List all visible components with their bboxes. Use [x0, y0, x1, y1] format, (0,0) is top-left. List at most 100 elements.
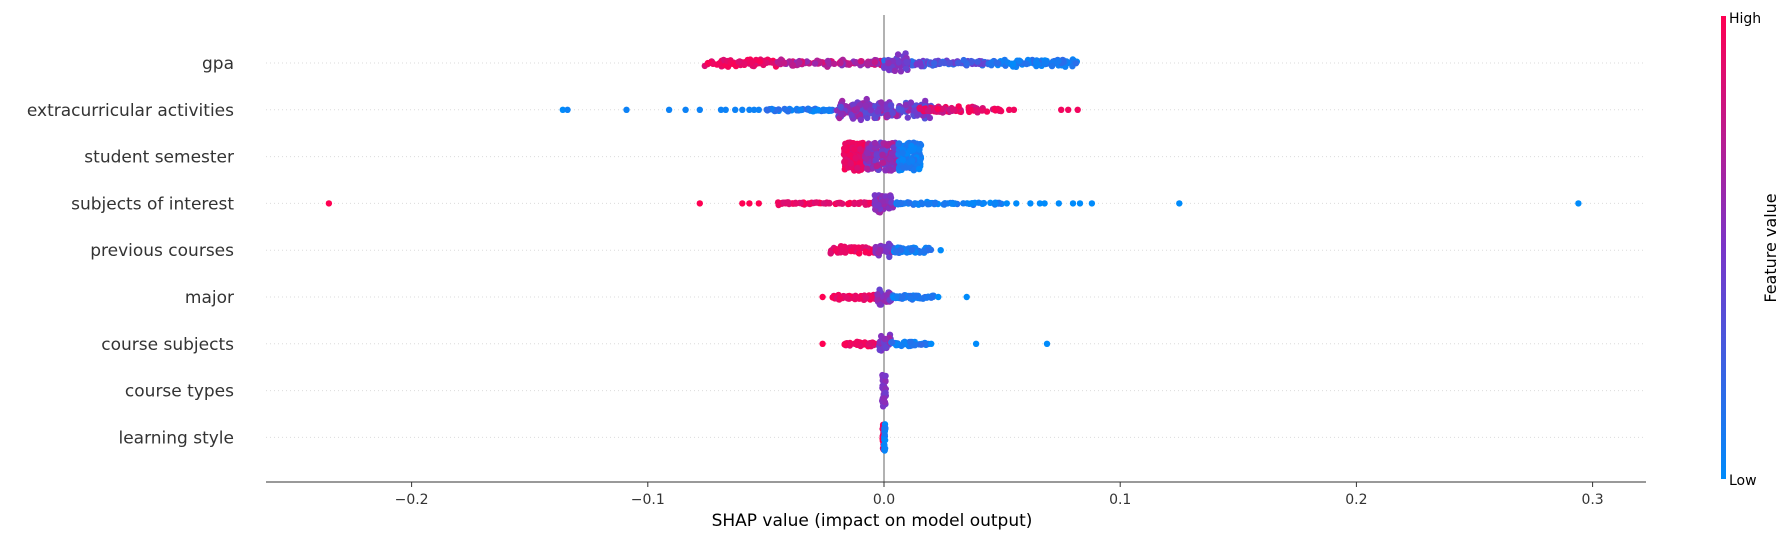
shap-point: [911, 293, 919, 300]
shap-point: [954, 59, 962, 67]
x-tick-label: 0.0: [873, 492, 895, 508]
shap-point: [871, 192, 878, 199]
shap-point: [843, 294, 850, 301]
shap-point: [915, 110, 922, 118]
shap-point: [894, 51, 902, 58]
shap-point: [842, 249, 849, 256]
feature-label: extracurricular activities: [27, 101, 234, 121]
shap-point: [924, 107, 932, 115]
shap-point: [831, 60, 838, 67]
shap-point: [923, 294, 930, 301]
shap-point: [913, 61, 920, 68]
shap-point: [881, 436, 888, 444]
shap-point: [848, 111, 855, 119]
shap-point: [899, 156, 906, 163]
shap-point: [849, 101, 857, 108]
shap-point: [922, 97, 929, 105]
feature-label: learning style: [118, 428, 234, 448]
shap-point: [856, 145, 864, 153]
shap-point: [978, 107, 986, 114]
shap-point: [884, 111, 892, 119]
shap-point: [755, 106, 762, 114]
shap-point: [882, 167, 889, 174]
shap-point: [911, 200, 919, 207]
shap-point: [946, 59, 953, 67]
shap-point: [871, 197, 879, 204]
shap-point: [803, 58, 811, 65]
shap-point: [739, 200, 746, 207]
shap-point: [704, 59, 711, 67]
shap-point: [851, 146, 858, 153]
shap-point: [797, 199, 804, 207]
shap-point: [902, 65, 910, 72]
shap-point: [863, 165, 871, 172]
shap-point: [881, 335, 888, 343]
shap-point: [1023, 60, 1030, 68]
shap-point: [1055, 57, 1062, 65]
shap-point: [996, 106, 1003, 114]
shap-point: [879, 159, 887, 166]
shap-point: [993, 59, 1000, 66]
shap-point: [879, 151, 886, 158]
shap-point: [857, 58, 865, 65]
shap-point: [790, 61, 797, 69]
shap-point: [1027, 200, 1034, 207]
shap-point: [894, 200, 901, 207]
shap-point: [960, 200, 967, 207]
shap-point: [911, 166, 918, 173]
shap-point: [853, 105, 860, 113]
shap-point: [935, 293, 942, 301]
shap-point: [756, 58, 764, 65]
x-tick-label: −0.1: [631, 492, 665, 508]
shap-point: [865, 341, 872, 348]
shap-point: [899, 293, 906, 300]
shap-point: [926, 114, 934, 122]
shap-point: [847, 247, 855, 255]
shap-point: [918, 341, 925, 348]
shap-point: [846, 151, 854, 159]
shap-point: [739, 106, 746, 114]
shap-point: [1041, 60, 1048, 67]
shap-point: [876, 246, 884, 253]
shap-point: [1010, 60, 1017, 68]
shap-point: [709, 60, 717, 67]
x-tick-label: −0.2: [395, 492, 429, 508]
shap-point: [882, 372, 889, 380]
shap-point: [836, 295, 844, 302]
shap-point: [911, 107, 918, 114]
shap-point: [1575, 200, 1582, 207]
shap-point: [934, 105, 941, 113]
shap-point: [941, 201, 948, 208]
shap-point: [898, 342, 905, 350]
shap-point: [867, 107, 874, 114]
shap-point: [874, 296, 881, 303]
shap-point: [785, 199, 792, 206]
colorbar-gradient: [1721, 16, 1726, 479]
shap-point: [975, 199, 982, 206]
shap-point: [916, 165, 923, 173]
shap-point: [1041, 200, 1048, 207]
shap-point: [1013, 200, 1020, 207]
shap-point: [826, 106, 833, 113]
shap-point: [842, 145, 849, 152]
shap-point: [890, 144, 897, 151]
shap-point: [1176, 200, 1183, 207]
shap-point: [891, 67, 899, 75]
shap-point: [821, 106, 828, 114]
colorbar-title: Feature value: [1761, 193, 1780, 302]
shap-point: [907, 99, 915, 106]
shap-point: [796, 59, 803, 66]
shap-point: [871, 139, 879, 147]
shap-point: [919, 200, 926, 208]
shap-point: [715, 60, 723, 67]
shap-point: [841, 340, 849, 348]
shap-point: [960, 56, 967, 64]
shap-point: [827, 250, 834, 257]
shap-point: [907, 338, 914, 346]
shap-point: [900, 164, 907, 171]
shap-point: [1055, 200, 1063, 207]
shap-point: [665, 106, 673, 114]
shap-point: [885, 59, 892, 67]
shap-point: [881, 442, 888, 449]
